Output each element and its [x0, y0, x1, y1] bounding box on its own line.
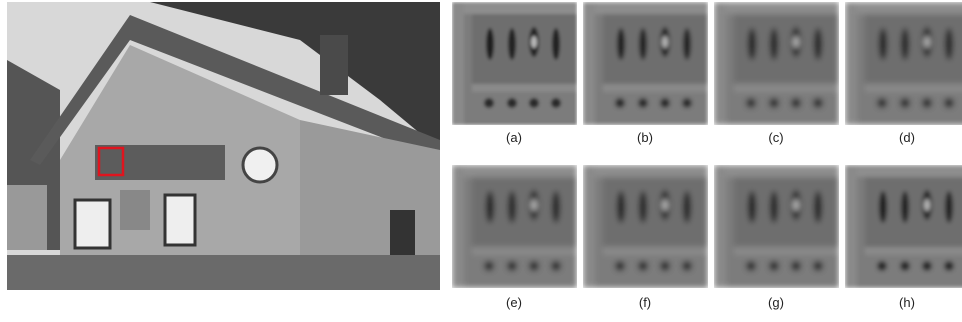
panel-label: (f) — [639, 295, 651, 310]
panel-label: (d) — [899, 130, 915, 145]
panel-label: (g) — [768, 295, 784, 310]
crop-panels: (a) (b) (c) (d) (e) (f) (g) (h) — [452, 2, 962, 310]
house-photo — [7, 2, 440, 290]
panel-label: (c) — [768, 130, 783, 145]
panel-label: (b) — [637, 130, 653, 145]
crop-panel — [714, 165, 839, 288]
figure: (a) (b) (c) (d) (e) (f) (g) (h) — [0, 0, 962, 322]
panel-label: (h) — [899, 295, 915, 310]
crop-panel — [452, 165, 577, 288]
panel-label: (e) — [506, 295, 522, 310]
page: (a) (b) (c) (d) (e) (f) (g) (h) (() => {… — [0, 0, 962, 322]
crop-panel — [452, 2, 577, 125]
crop-panel — [845, 2, 962, 125]
crop-panel — [714, 2, 839, 125]
panel-label: (a) — [506, 130, 522, 145]
crop-panel — [583, 165, 708, 288]
crop-panel — [583, 2, 708, 125]
crop-panel — [845, 165, 962, 288]
